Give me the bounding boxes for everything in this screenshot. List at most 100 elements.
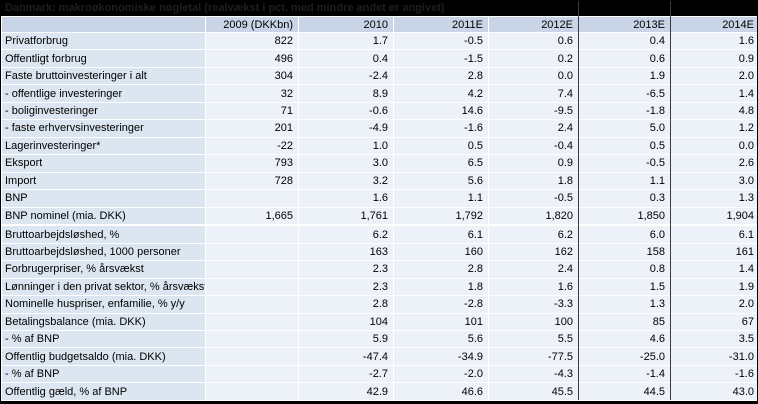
title-cell-divider bbox=[578, 1, 579, 400]
cell-value: -34.9 bbox=[393, 347, 489, 366]
cell-value: -0.5 bbox=[393, 31, 489, 51]
cell-value: -9.5 bbox=[488, 101, 579, 121]
cell-value bbox=[205, 312, 299, 332]
table-row: Bruttoarbejdsløshed, % 6.2 6.1 6.2 6.0 6.1 bbox=[1, 225, 757, 244]
row-label: - % af BNP bbox=[1, 330, 206, 349]
cell-value: 0.0 bbox=[488, 66, 579, 86]
cell-value: -47.4 bbox=[298, 347, 394, 366]
table-row: - % af BNP 5.9 5.6 5.5 4.6 3.5 bbox=[1, 330, 757, 349]
cell-value: -77.5 bbox=[488, 347, 579, 366]
cell-value: 104 bbox=[298, 312, 394, 332]
cell-value: 1.3 bbox=[578, 295, 671, 314]
table-row: - faste erhvervsinvesteringer 201 -4.9 -1.6… bbox=[1, 119, 757, 138]
cell-value: 0.3 bbox=[578, 189, 671, 208]
cell-value: -1.4 bbox=[578, 364, 671, 384]
row-label: - offentlige investeringer bbox=[1, 84, 206, 103]
table-row: Bruttoarbejdsløshed, 1000 personer 163 160… bbox=[1, 242, 757, 262]
cell-value: -1.6 bbox=[670, 364, 757, 384]
table-row: Privatforbrug 822 1.7 -0.5 0.6 0.4 1.6 bbox=[1, 31, 757, 51]
cell-value: 1,792 bbox=[393, 206, 489, 225]
table-row: Lagerinvesteringer* -22 1.0 0.5 -0.4 0.5 0.0 bbox=[1, 136, 757, 156]
cell-value: -2.8 bbox=[393, 295, 489, 314]
cell-value: 2.3 bbox=[298, 277, 394, 297]
cell-value: 42.9 bbox=[298, 382, 394, 401]
cell-value: 100 bbox=[488, 312, 579, 332]
table-row: BNP 1.6 1.1 -0.5 0.3 1.3 bbox=[1, 189, 757, 208]
cell-value bbox=[205, 364, 299, 384]
cell-value: -1.6 bbox=[393, 119, 489, 138]
row-label: Offentlig budgetsaldo (mia. DKK) bbox=[1, 347, 206, 366]
table-row: Faste bruttoinvesteringer i alt 304 -2.4 2.… bbox=[1, 66, 757, 86]
cell-value: 201 bbox=[205, 119, 299, 138]
cell-value: 2.6 bbox=[670, 154, 757, 173]
cell-value: 3.5 bbox=[670, 330, 757, 349]
cell-value: -2.4 bbox=[298, 66, 394, 86]
cell-value: 0.2 bbox=[488, 49, 579, 68]
cell-value: -22 bbox=[205, 136, 299, 156]
cell-value: 44.5 bbox=[578, 382, 671, 401]
table-row: - boliginvesteringer 71 -0.6 14.6 -9.5 -1.8 4.… bbox=[1, 101, 757, 121]
row-label: - boliginvesteringer bbox=[1, 101, 206, 121]
cell-value: -25.0 bbox=[578, 347, 671, 366]
row-label: Lønninger i den privat sektor, % årsvæks… bbox=[1, 277, 206, 297]
cell-value: 5.6 bbox=[393, 171, 489, 191]
column-header-2013e: 2013E bbox=[578, 16, 671, 33]
cell-value: 0.5 bbox=[393, 136, 489, 156]
cell-value: 8.9 bbox=[298, 84, 394, 103]
cell-value: 2.4 bbox=[488, 119, 579, 138]
cell-value: 3.2 bbox=[298, 171, 394, 191]
cell-value: 85 bbox=[578, 312, 671, 332]
cell-value: 5.5 bbox=[488, 330, 579, 349]
cell-value: -1.5 bbox=[393, 49, 489, 68]
cell-value: 1.9 bbox=[578, 66, 671, 86]
row-label: Privatforbrug bbox=[1, 31, 206, 51]
cell-value: 2.8 bbox=[393, 260, 489, 279]
cell-value: 2.3 bbox=[298, 260, 394, 279]
cell-value: 32 bbox=[205, 84, 299, 103]
column-header-empty bbox=[1, 16, 206, 33]
cell-value: 496 bbox=[205, 49, 299, 68]
cell-value: 1.5 bbox=[578, 277, 671, 297]
row-label: Offentlig gæld, % af BNP bbox=[1, 382, 206, 401]
cell-value: 158 bbox=[578, 242, 671, 262]
cell-value bbox=[205, 189, 299, 208]
cell-value: 1.8 bbox=[393, 277, 489, 297]
cell-value: 2.8 bbox=[298, 295, 394, 314]
cell-value bbox=[205, 225, 299, 244]
cell-value: 1,761 bbox=[298, 206, 394, 225]
cell-value: 0.0 bbox=[670, 136, 757, 156]
cell-value: 304 bbox=[205, 66, 299, 86]
cell-value: 5.9 bbox=[298, 330, 394, 349]
cell-value: -3.3 bbox=[488, 295, 579, 314]
cell-value: 1.7 bbox=[298, 31, 394, 51]
cell-value: 6.5 bbox=[393, 154, 489, 173]
row-label: Nominelle huspriser, enfamilie, % y/y bbox=[1, 295, 206, 314]
cell-value: 1,850 bbox=[578, 206, 671, 225]
table-row: Nominelle huspriser, enfamilie, % y/y 2.8… bbox=[1, 295, 757, 314]
cell-value: 161 bbox=[670, 242, 757, 262]
cell-value: 1.3 bbox=[670, 189, 757, 208]
cell-value: -1.8 bbox=[578, 101, 671, 121]
column-header-2012e: 2012E bbox=[488, 16, 579, 33]
cell-value: 0.5 bbox=[578, 136, 671, 156]
header-row: 2009 (DKKbn) 2010 2011E 2012E 2013E 2014… bbox=[1, 16, 757, 33]
cell-value: 43.0 bbox=[670, 382, 757, 401]
table-row: Offentlig budgetsaldo (mia. DKK) -47.4 -34… bbox=[1, 347, 757, 366]
cell-value: 101 bbox=[393, 312, 489, 332]
row-label: - % af BNP bbox=[1, 364, 206, 384]
cell-value: 1.1 bbox=[578, 171, 671, 191]
cell-value: 46.6 bbox=[393, 382, 489, 401]
cell-value: 2.0 bbox=[670, 66, 757, 86]
table-row: Import 728 3.2 5.6 1.8 1.1 3.0 bbox=[1, 171, 757, 191]
cell-value: 6.0 bbox=[578, 225, 671, 244]
spacer-row bbox=[1, 223, 757, 227]
row-label: Offentligt forbrug bbox=[1, 49, 206, 68]
cell-value: 1.8 bbox=[488, 171, 579, 191]
cell-value: 822 bbox=[205, 31, 299, 51]
cell-value: 162 bbox=[488, 242, 579, 262]
table-row: Lønninger i den privat sektor, % årsvæks… bbox=[1, 277, 757, 297]
cell-value bbox=[205, 382, 299, 401]
macro-figures-table: 2009 (DKKbn) 2010 2011E 2012E 2013E 2014… bbox=[1, 16, 757, 401]
cell-value bbox=[205, 277, 299, 297]
